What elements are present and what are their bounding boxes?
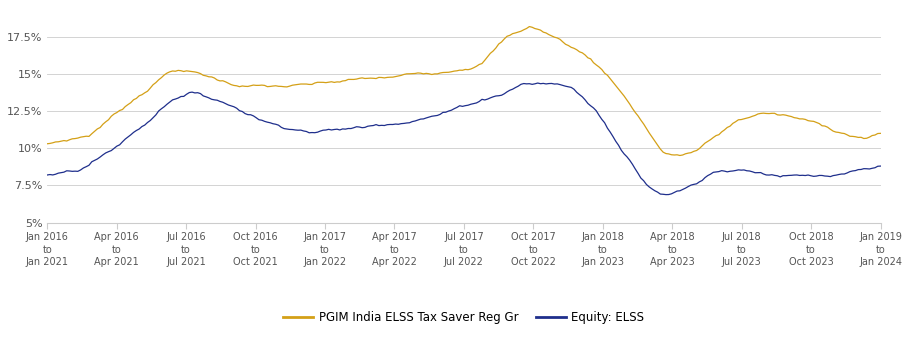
Legend: PGIM India ELSS Tax Saver Reg Gr, Equity: ELSS: PGIM India ELSS Tax Saver Reg Gr, Equity… (278, 306, 649, 329)
